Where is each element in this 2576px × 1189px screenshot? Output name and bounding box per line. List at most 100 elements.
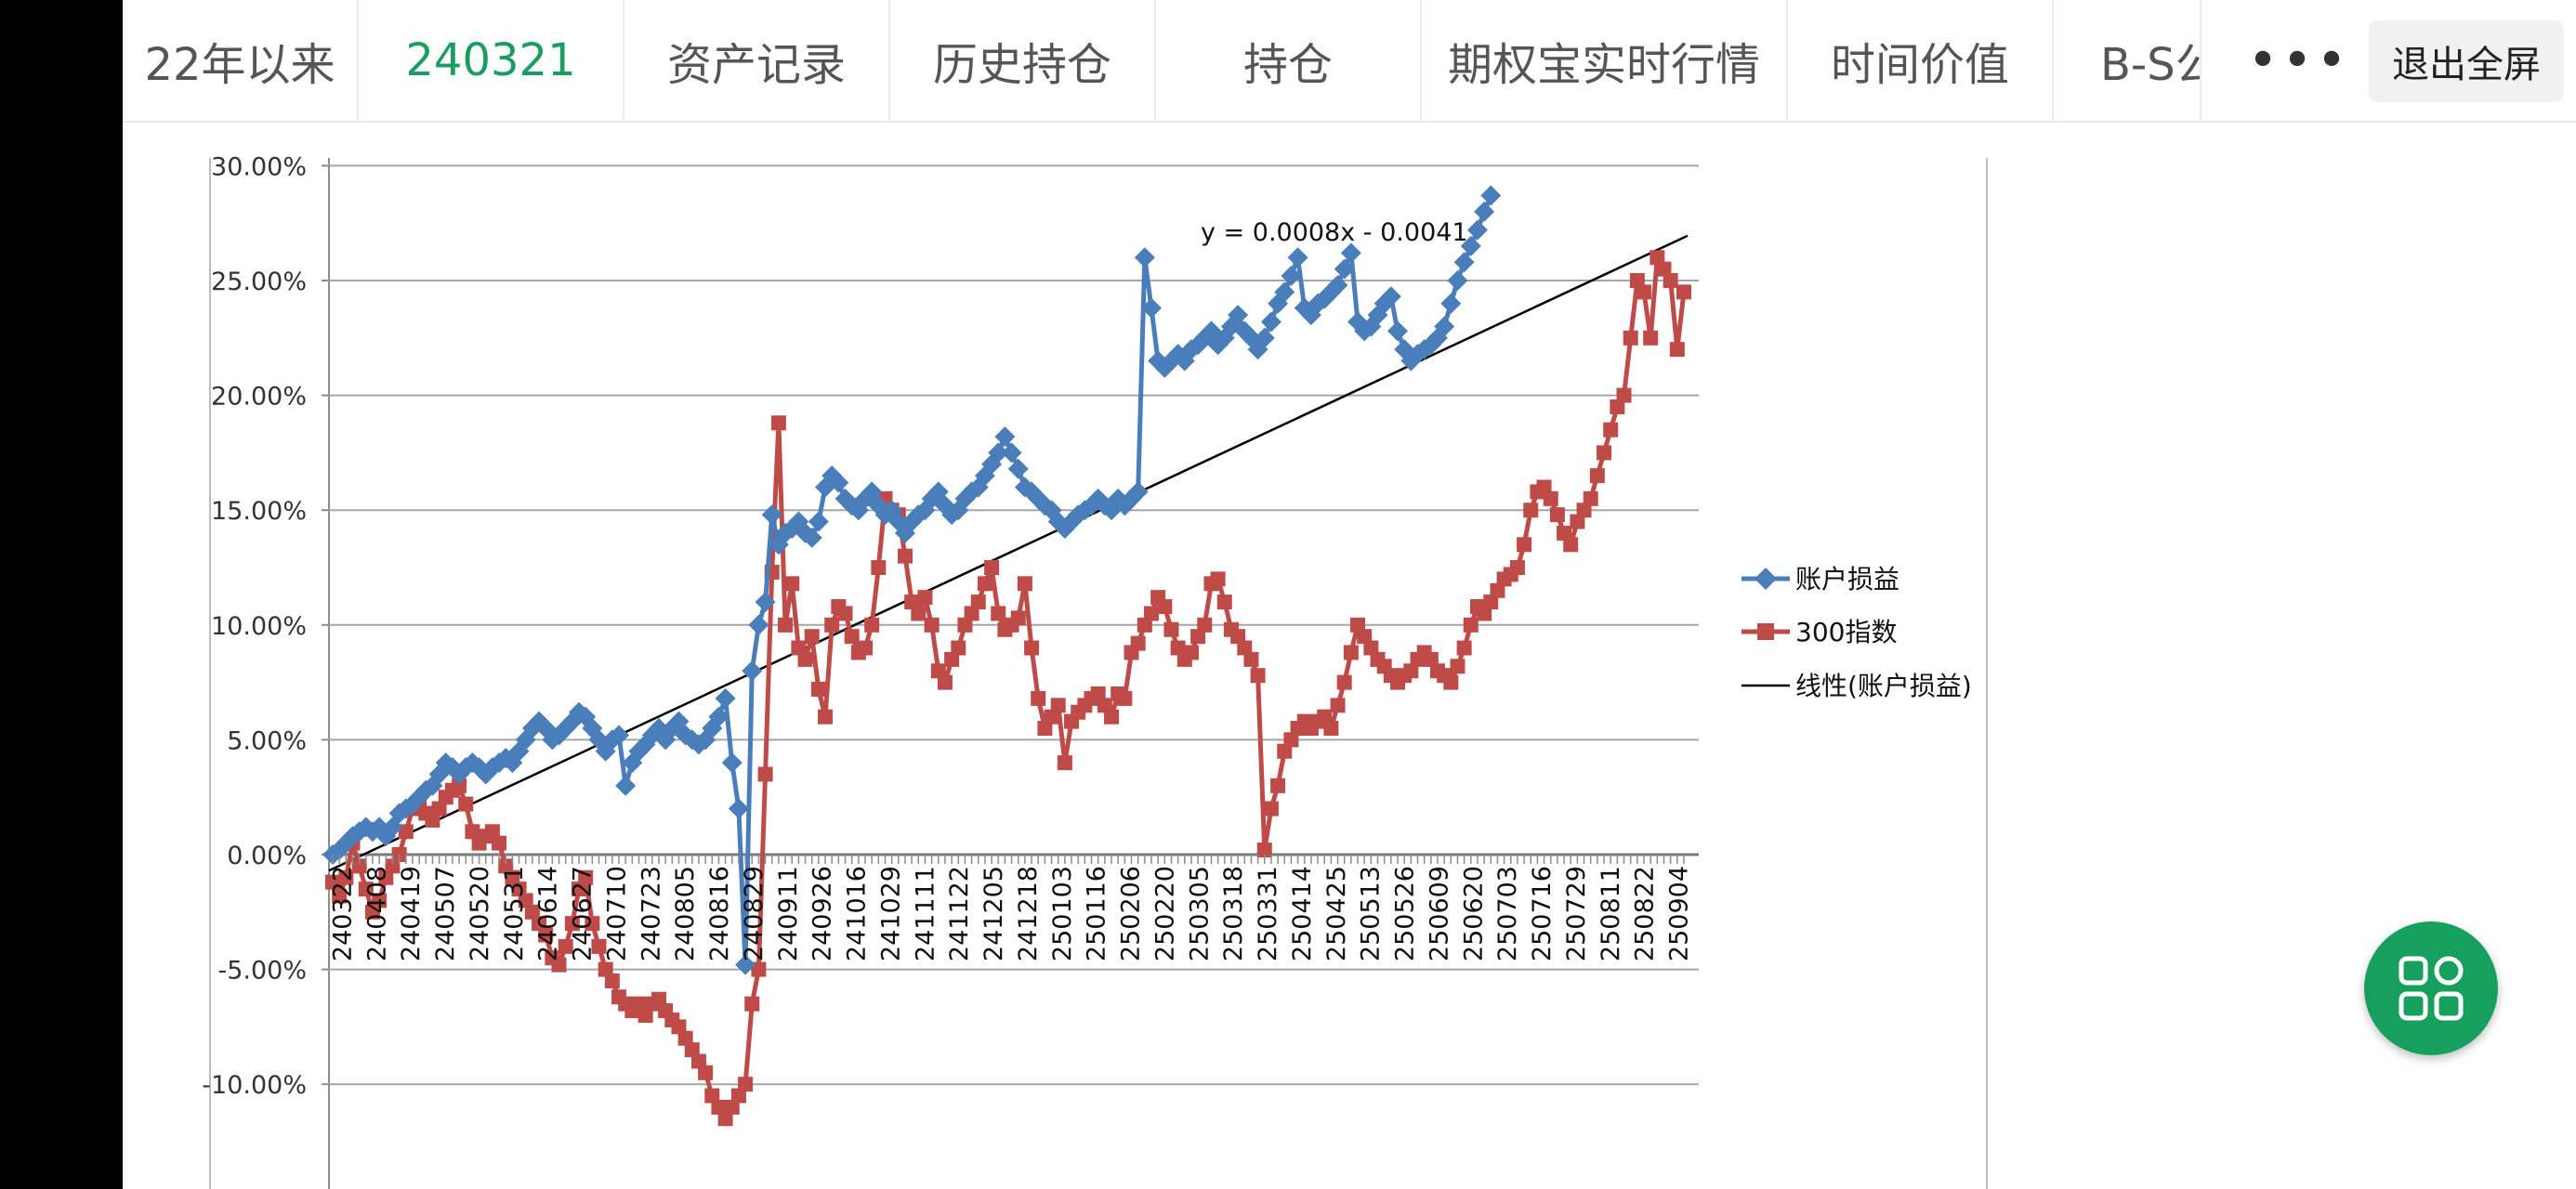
trendline xyxy=(328,234,1689,872)
data-point-300-index xyxy=(1549,507,1565,523)
legend-label-300-index: 300指数 xyxy=(1795,617,1897,647)
data-point-300-index xyxy=(778,617,794,633)
y-tick-label: 15.00% xyxy=(211,497,307,526)
tab-position[interactable]: 持仓 xyxy=(1156,0,1422,121)
data-point-300-index xyxy=(1216,594,1232,610)
y-tick-label: 25.00% xyxy=(211,268,307,296)
data-point-300-index xyxy=(964,606,979,621)
data-point-300-index xyxy=(1403,663,1419,679)
tab-time-value[interactable]: 时间价值 xyxy=(1788,0,2054,121)
x-tick-label: 250620 xyxy=(1459,866,1488,961)
data-point-300-index xyxy=(1523,503,1539,518)
data-point-account-pnl xyxy=(1228,305,1249,326)
data-point-account-pnl xyxy=(1134,247,1155,268)
data-point-300-index xyxy=(492,835,507,851)
y-tick-label: -10.00% xyxy=(202,1071,307,1100)
data-point-300-index xyxy=(1343,645,1359,660)
data-point-account-pnl xyxy=(1466,219,1488,241)
data-point-300-index xyxy=(1649,250,1665,266)
data-point-300-index xyxy=(804,629,820,645)
data-point-300-index xyxy=(351,858,367,874)
x-tick-label: 250331 xyxy=(1254,866,1282,961)
data-point-300-index xyxy=(1676,284,1691,300)
data-point-300-index xyxy=(452,777,467,793)
y-tick-label: 5.00% xyxy=(227,726,307,755)
tab-22-year[interactable]: 22年以来 xyxy=(123,0,359,121)
data-point-300-index xyxy=(864,617,880,633)
x-tick-label: 250318 xyxy=(1219,866,1248,961)
data-point-300-index xyxy=(1636,284,1652,300)
data-point-300-index xyxy=(1509,560,1525,575)
data-point-300-index xyxy=(1589,468,1605,484)
data-point-300-index xyxy=(824,617,840,633)
data-point-300-index xyxy=(1490,582,1505,598)
data-point-300-index xyxy=(1230,629,1246,645)
x-tick-label: 240911 xyxy=(774,866,803,961)
data-point-300-index xyxy=(704,1088,720,1104)
data-point-300-index xyxy=(717,1111,733,1127)
data-point-300-index xyxy=(465,824,480,840)
data-point-account-pnl xyxy=(828,472,849,493)
data-point-300-index xyxy=(572,882,587,897)
x-tick-label: 241016 xyxy=(843,866,872,961)
more-menu-button[interactable]: ••• xyxy=(2247,30,2351,91)
tab-asset-record[interactable]: 资产记录 xyxy=(624,0,890,121)
x-tick-label: 250513 xyxy=(1357,866,1386,961)
data-point-300-index xyxy=(1037,721,1053,737)
data-point-300-index xyxy=(1536,479,1552,495)
data-point-account-pnl xyxy=(1340,242,1361,264)
data-point-account-pnl xyxy=(1327,274,1348,295)
tab-history-position[interactable]: 历史持仓 xyxy=(890,0,1156,121)
y-axis-ticks: 30.00% 25.00% 20.00% 15.00% 10.00% 5.00% 0.00%… xyxy=(202,152,329,1100)
data-point-300-index xyxy=(591,938,607,954)
data-point-300-index xyxy=(431,801,447,817)
x-tick-label: 240531 xyxy=(500,866,529,961)
legend-label-trendline: 线性(账户损益) xyxy=(1795,671,1972,701)
x-tick-label: 240614 xyxy=(534,866,563,961)
data-point-300-index xyxy=(1623,330,1638,346)
data-point-300-index xyxy=(1170,640,1186,656)
tab-240321[interactable]: 240321 xyxy=(359,0,624,121)
data-point-300-index xyxy=(1663,273,1678,288)
data-point-300-index xyxy=(1157,599,1173,615)
data-point-account-pnl xyxy=(1254,327,1275,348)
data-point-account-pnl xyxy=(1380,286,1401,307)
tab-option-realtime[interactable]: 期权宝实时行情 xyxy=(1422,0,1788,121)
data-point-300-index xyxy=(458,796,474,812)
data-point-account-pnl xyxy=(801,527,822,548)
data-point-300-index xyxy=(598,961,613,977)
data-point-300-index xyxy=(951,640,966,656)
data-point-300-index xyxy=(970,594,986,610)
y-tick-label: 10.00% xyxy=(211,612,307,641)
y-tick-label: -5.00% xyxy=(217,957,307,986)
data-point-300-index xyxy=(818,709,834,725)
data-point-account-pnl xyxy=(608,725,629,746)
data-point-300-index xyxy=(604,973,620,988)
data-point-300-index xyxy=(425,812,440,828)
x-tick-label: 250116 xyxy=(1083,866,1111,961)
data-point-300-index xyxy=(1057,755,1072,771)
apps-fab-button[interactable] xyxy=(2364,921,2498,1055)
data-point-300-index xyxy=(385,858,401,874)
series-300-index xyxy=(325,250,1691,1127)
data-point-300-index xyxy=(1137,617,1152,633)
x-tick-label: 241218 xyxy=(1014,866,1043,961)
trendline-equation: y = 0.0008x - 0.0041 xyxy=(1201,218,1468,247)
data-point-300-index xyxy=(1256,843,1272,858)
data-point-300-index xyxy=(1570,514,1585,529)
data-point-300-index xyxy=(690,1053,706,1069)
data-point-300-index xyxy=(1643,330,1659,346)
exit-fullscreen-button[interactable]: 退出全屏 xyxy=(2369,20,2564,102)
data-point-300-index xyxy=(897,548,913,564)
x-tick-label: 250729 xyxy=(1562,866,1591,961)
data-point-300-index xyxy=(378,869,394,885)
data-point-300-index xyxy=(1656,261,1672,277)
data-point-account-pnl xyxy=(735,954,756,975)
data-point-300-index xyxy=(1603,422,1619,438)
x-tick-label: 240507 xyxy=(431,866,460,961)
data-point-300-index xyxy=(1629,273,1645,288)
data-point-300-index xyxy=(518,893,533,908)
data-point-300-index xyxy=(738,1077,754,1092)
data-point-300-index xyxy=(751,961,767,977)
